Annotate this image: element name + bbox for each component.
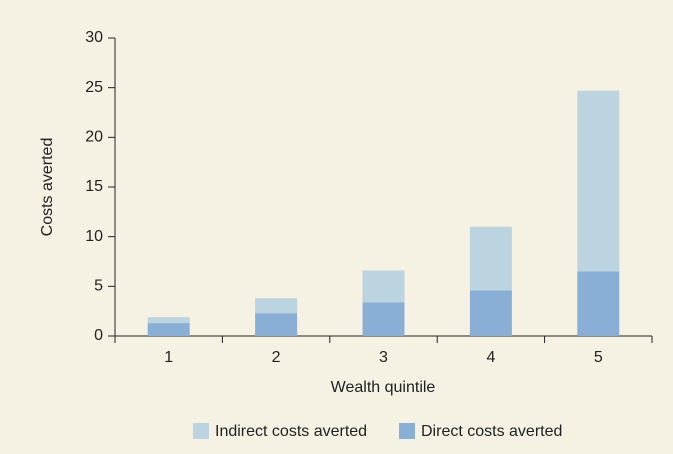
x-tick-label: 1: [164, 349, 173, 366]
x-tick-label: 2: [272, 349, 281, 366]
y-tick-label: 15: [85, 178, 103, 195]
x-axis-label: Wealth quintile: [331, 379, 436, 396]
y-tick-label: 25: [85, 79, 103, 96]
bar-segment: [362, 270, 405, 303]
bar-segment: [147, 323, 190, 336]
x-tick-label: 5: [594, 349, 603, 366]
y-tick-label: 5: [94, 278, 103, 295]
bar-segment: [469, 226, 512, 291]
bar-segment: [469, 290, 512, 336]
legend-swatch: [399, 423, 415, 439]
y-tick-label: 20: [85, 129, 103, 146]
x-tick-label: 4: [486, 349, 495, 366]
legend-swatch: [193, 423, 209, 439]
bar-segment: [362, 302, 405, 336]
y-tick-label: 0: [94, 327, 103, 344]
bar-segment: [577, 90, 620, 272]
y-tick-label: 10: [85, 228, 103, 245]
bar-segment: [255, 313, 298, 336]
bar-segment: [255, 298, 298, 314]
y-axis-label: Costs averted: [39, 138, 56, 237]
bar-segment: [577, 271, 620, 336]
x-tick-label: 3: [379, 349, 388, 366]
legend-label: Direct costs averted: [421, 423, 562, 440]
y-tick-label: 30: [85, 29, 103, 46]
legend-label: Indirect costs averted: [215, 423, 367, 440]
bar-segment: [147, 317, 190, 324]
